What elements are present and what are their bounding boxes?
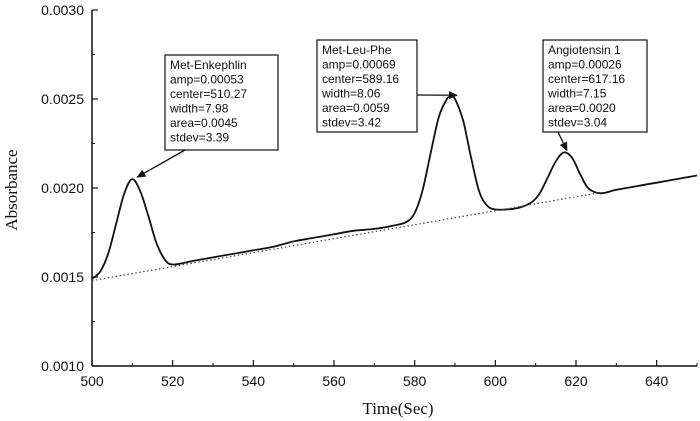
x-tick-label: 640 — [645, 373, 669, 389]
x-tick-label: 520 — [161, 373, 185, 389]
plot-series — [91, 95, 698, 282]
annotation-line: area=0.0045 — [170, 116, 238, 130]
annotation-line: amp=0.00069 — [322, 58, 396, 72]
absorbance-trace — [91, 95, 698, 280]
annotation-title: Met-Enkephlin — [170, 58, 247, 72]
x-tick-label: 600 — [484, 373, 508, 389]
annotation-line: area=0.0059 — [322, 101, 390, 115]
annotation-arrow — [136, 149, 186, 178]
annotation-line: center=617.16 — [548, 72, 625, 86]
annotation-met-leu-phe: Met-Leu-Pheamp=0.00069center=589.16width… — [316, 39, 458, 133]
annotation-met-enkephlin: Met-Enkephlinamp=0.00053center=510.27wid… — [136, 54, 279, 178]
annotation-box — [542, 39, 648, 133]
peak-annotations: Met-Enkephlinamp=0.00053center=510.27wid… — [136, 39, 648, 178]
x-tick-label: 620 — [564, 373, 588, 389]
annotation-box — [164, 54, 279, 151]
annotation-line: area=0.0020 — [548, 101, 616, 115]
y-axis-title: Absorbance — [2, 149, 21, 230]
x-tick-label: 540 — [242, 373, 266, 389]
annotation-line: width=8.06 — [321, 87, 381, 101]
annotation-line: width=7.98 — [169, 102, 229, 116]
annotation-line: amp=0.00053 — [170, 73, 244, 87]
annotation-arrow — [557, 131, 568, 152]
annotation-box — [316, 39, 418, 133]
x-axis-title: Time(Sec) — [362, 399, 433, 418]
x-tick-label: 580 — [403, 373, 427, 389]
x-tick-label: 500 — [80, 373, 104, 389]
annotation-line: amp=0.00026 — [548, 58, 622, 72]
y-tick-label: 0.0020 — [41, 180, 84, 196]
baseline-fit-line — [91, 192, 597, 282]
annotation-line: center=589.16 — [322, 72, 399, 86]
x-tick-label: 560 — [322, 373, 346, 389]
axes: 0.0010 0.0015 0.0020 0.0025 0.0030 500 520 540 5… — [41, 2, 698, 389]
annotation-angiotensin-1: Angiotensin 1amp=0.00026center=617.16wid… — [542, 39, 648, 152]
annotation-line: stdev=3.42 — [322, 116, 381, 130]
y-tick-label: 0.0025 — [41, 91, 84, 107]
annotation-line: stdev=3.39 — [170, 131, 229, 145]
annotation-title: Met-Leu-Phe — [322, 43, 392, 57]
annotation-line: center=510.27 — [170, 87, 247, 101]
annotation-line: width=7.15 — [547, 87, 607, 101]
annotation-line: stdev=3.04 — [548, 116, 607, 130]
annotation-title: Angiotensin 1 — [548, 43, 621, 57]
y-tick-label: 0.0010 — [41, 358, 84, 374]
y-tick-label: 0.0030 — [41, 2, 84, 18]
y-tick-label: 0.0015 — [41, 269, 84, 285]
